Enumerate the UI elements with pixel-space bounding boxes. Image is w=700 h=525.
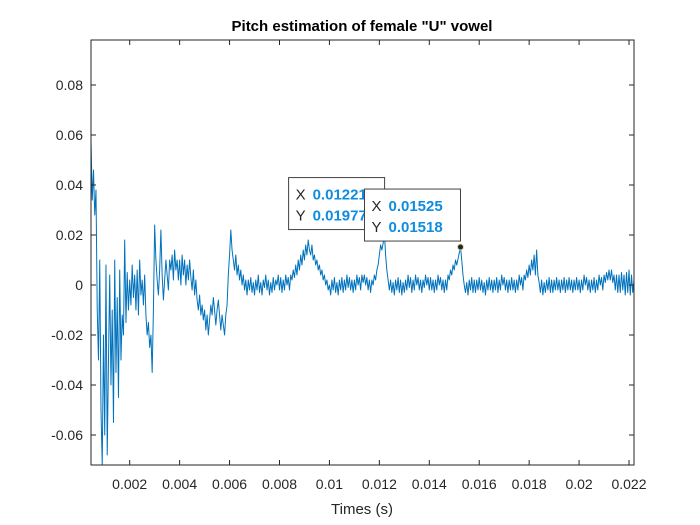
datatip-x-key: X: [296, 187, 306, 204]
y-tick-label: 0.02: [56, 227, 83, 243]
y-axis-ticks: -0.06 -0.04 -0.02 0 0.02 0.04 0.06 0.08: [51, 77, 634, 443]
x-tick-label: 0.002: [112, 476, 147, 492]
datatip-y-value: 0.01518: [388, 219, 442, 236]
x-tick-label: 0.012: [362, 476, 397, 492]
x-tick-label: 0.01: [316, 476, 343, 492]
y-tick-label: -0.04: [51, 377, 83, 393]
x-tick-label: 0.008: [262, 476, 297, 492]
plot-area: [91, 40, 634, 465]
datatip-y-key: Y: [371, 219, 381, 236]
y-tick-label: 0.08: [56, 77, 83, 93]
x-axis-ticks: 0.002 0.004 0.006 0.008 0.01 0.012 0.014 0.016 0…: [112, 40, 647, 492]
series-group: [90, 139, 635, 466]
chart-title: Pitch estimation of female "U" vowel: [232, 18, 493, 35]
x-tick-label: 0.016: [462, 476, 497, 492]
datatip-box: [363, 188, 461, 242]
datatip-x-value: 0.01221: [313, 187, 367, 204]
x-tick-label: 0.006: [212, 476, 247, 492]
y-tick-label: 0.04: [56, 177, 83, 193]
datatip-x-value: 0.01525: [388, 198, 442, 215]
x-tick-label: 0.004: [162, 476, 197, 492]
y-tick-label: 0: [75, 277, 83, 293]
y-tick-label: 0.06: [56, 127, 83, 143]
y-tick-label: -0.06: [51, 427, 83, 443]
x-tick-label: 0.022: [611, 476, 646, 492]
x-tick-label: 0.014: [412, 476, 447, 492]
axes-box: [90, 39, 635, 466]
y-tick-label: -0.02: [51, 327, 83, 343]
x-tick-label: 0.02: [565, 476, 592, 492]
datatip-2[interactable]: X 0.01525 Y 0.01518: [363, 188, 464, 251]
x-tick-label: 0.018: [512, 476, 547, 492]
x-axis-label: Times (s): [331, 501, 393, 518]
datatip-y-key: Y: [296, 208, 306, 225]
series-line-1: [90, 139, 635, 466]
datatip-marker[interactable]: [456, 243, 464, 251]
datatip-y-value: 0.01977: [313, 208, 367, 225]
datatip-x-key: X: [371, 198, 381, 215]
